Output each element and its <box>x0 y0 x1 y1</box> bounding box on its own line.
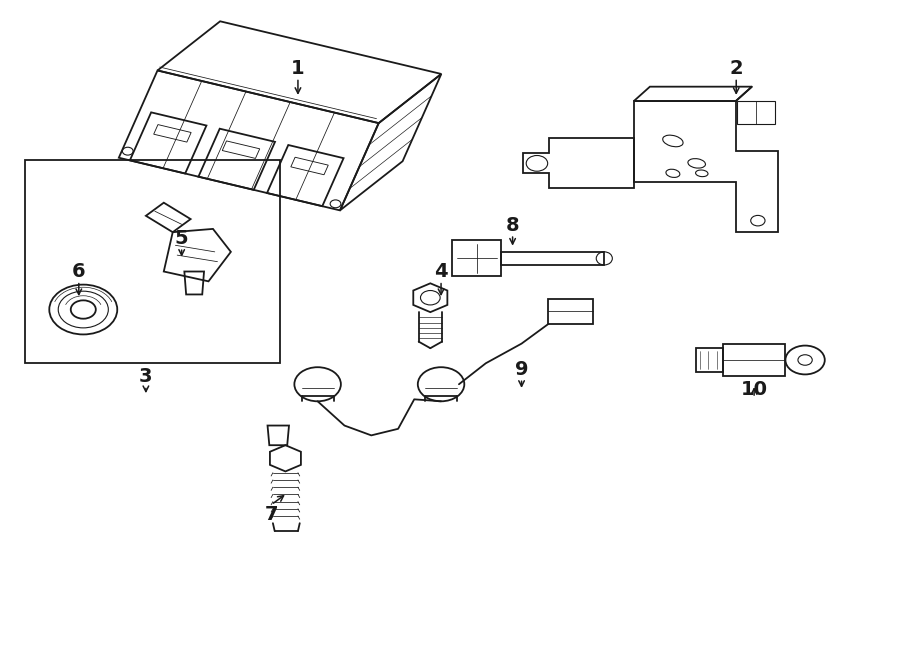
Text: 2: 2 <box>729 59 743 78</box>
Text: 10: 10 <box>741 380 768 399</box>
Text: 9: 9 <box>515 360 528 379</box>
Text: 4: 4 <box>434 262 448 281</box>
Text: 5: 5 <box>175 229 188 249</box>
Text: 6: 6 <box>72 262 86 281</box>
Text: 8: 8 <box>506 216 519 235</box>
Text: 3: 3 <box>140 367 153 386</box>
Text: 1: 1 <box>291 59 305 78</box>
Bar <box>25 160 280 364</box>
Text: 7: 7 <box>265 504 278 524</box>
